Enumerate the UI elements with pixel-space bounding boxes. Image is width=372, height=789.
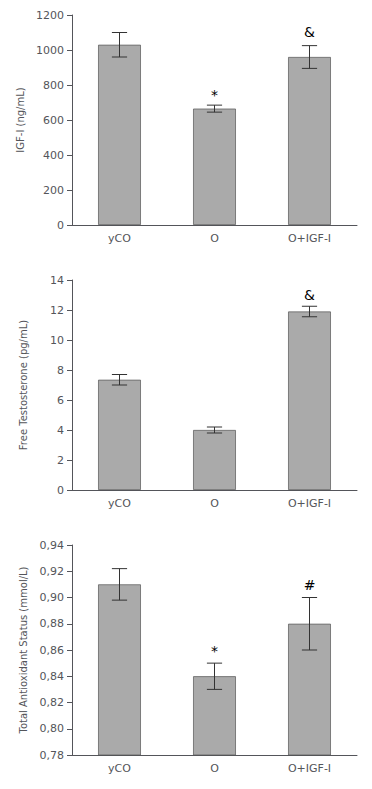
svg-text:0,78: 0,78 bbox=[40, 749, 65, 762]
svg-text:0,84: 0,84 bbox=[40, 670, 65, 683]
svg-text:0,94: 0,94 bbox=[40, 539, 65, 552]
svg-text:IGF-I (ng/mL): IGF-I (ng/mL) bbox=[15, 87, 26, 152]
svg-text:0,80: 0,80 bbox=[40, 722, 65, 735]
svg-text:&: & bbox=[304, 24, 315, 40]
svg-text:1200: 1200 bbox=[36, 9, 64, 22]
svg-text:O: O bbox=[210, 762, 219, 775]
svg-text:0,92: 0,92 bbox=[40, 565, 65, 578]
svg-text:O: O bbox=[210, 232, 219, 245]
svg-text:0: 0 bbox=[57, 219, 64, 232]
svg-text:0,86: 0,86 bbox=[40, 644, 65, 657]
svg-text:*: * bbox=[211, 643, 218, 659]
svg-text:200: 200 bbox=[43, 184, 64, 197]
svg-text:2: 2 bbox=[57, 454, 64, 467]
svg-text:800: 800 bbox=[43, 79, 64, 92]
svg-text:&: & bbox=[304, 287, 315, 303]
svg-text:0,90: 0,90 bbox=[40, 591, 65, 604]
svg-text:14: 14 bbox=[50, 274, 64, 287]
svg-text:Total Antioxidant Status (mmol: Total Antioxidant Status (mmol/L) bbox=[18, 566, 29, 734]
svg-text:yCO: yCO bbox=[108, 232, 131, 245]
svg-text:400: 400 bbox=[43, 149, 64, 162]
svg-text:O+IGF-I: O+IGF-I bbox=[288, 232, 331, 245]
svg-text:O+IGF-I: O+IGF-I bbox=[288, 497, 331, 510]
svg-text:4: 4 bbox=[57, 424, 64, 437]
svg-text:10: 10 bbox=[50, 334, 64, 347]
svg-text:yCO: yCO bbox=[108, 497, 131, 510]
svg-text:O+IGF-I: O+IGF-I bbox=[288, 762, 331, 775]
svg-text:#: # bbox=[304, 577, 316, 593]
svg-text:6: 6 bbox=[57, 394, 64, 407]
svg-text:Free Testosterone (pg/mL): Free Testosterone (pg/mL) bbox=[18, 320, 29, 450]
svg-text:600: 600 bbox=[43, 114, 64, 127]
svg-text:1000: 1000 bbox=[36, 44, 64, 57]
svg-text:*: * bbox=[211, 87, 218, 103]
svg-text:yCO: yCO bbox=[108, 762, 131, 775]
svg-text:0,88: 0,88 bbox=[40, 617, 65, 630]
svg-text:0: 0 bbox=[57, 484, 64, 497]
svg-text:O: O bbox=[210, 497, 219, 510]
svg-text:0,82: 0,82 bbox=[40, 696, 65, 709]
svg-text:8: 8 bbox=[57, 364, 64, 377]
svg-text:12: 12 bbox=[50, 304, 64, 317]
